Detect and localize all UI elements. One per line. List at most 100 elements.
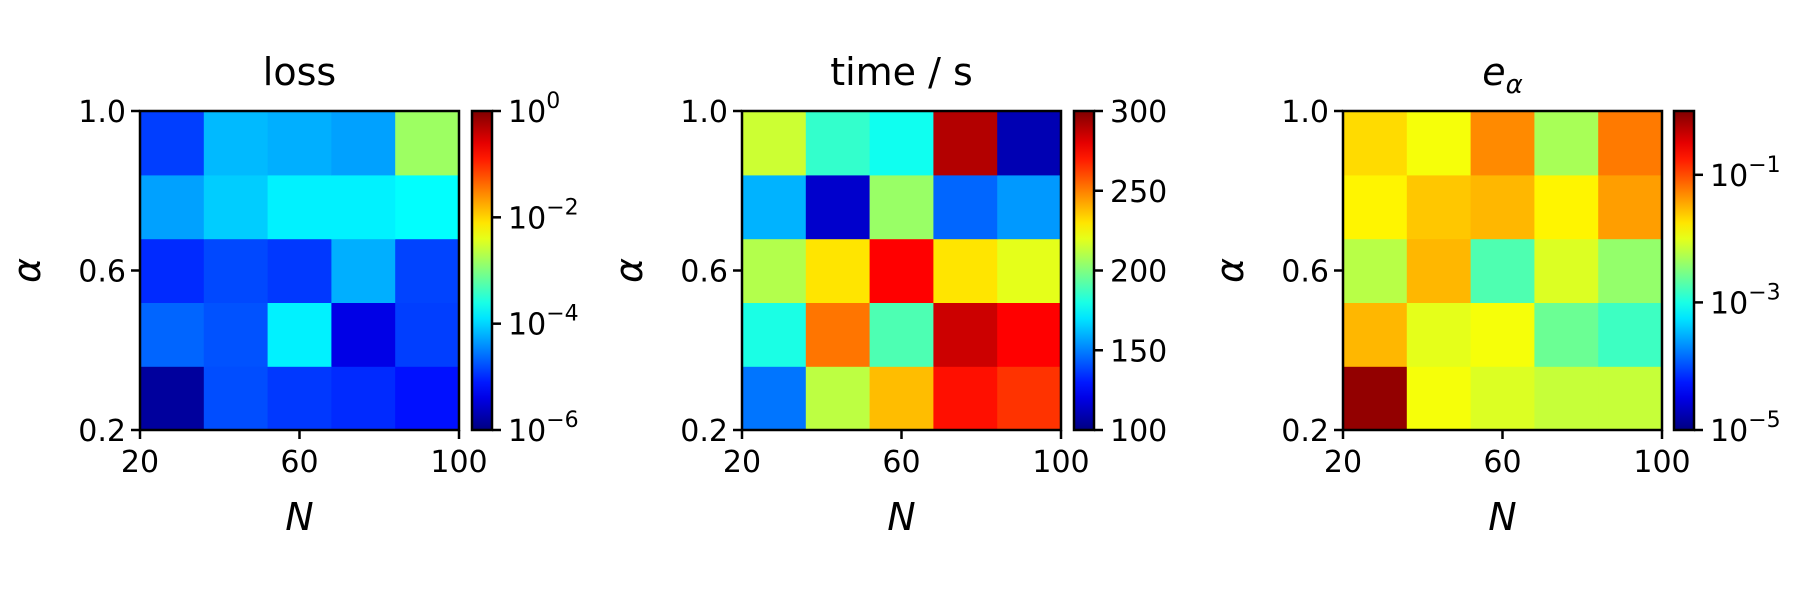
y-tick-label: 1.0: [1281, 95, 1329, 130]
heatmap-cell: [869, 238, 934, 303]
colorbar-tick-base: 10: [508, 308, 546, 343]
y-tick-label: 0.2: [78, 414, 126, 449]
colorbar-tick-base: 10: [1710, 414, 1748, 449]
heatmap-cell: [331, 302, 396, 367]
panel-title-subscript: α: [1506, 70, 1523, 100]
heatmap-cell: [805, 302, 871, 367]
heatmap-cell: [1534, 111, 1599, 176]
heatmap-cell: [267, 174, 332, 240]
heatmap-cell: [869, 366, 934, 431]
heatmap-cell: [1343, 174, 1408, 240]
colorbar-gradient: [1674, 111, 1694, 430]
heatmap-cell: [267, 238, 332, 303]
panel-title: time / s: [830, 50, 973, 94]
colorbar: 10−110−310−5: [1672, 109, 1781, 449]
heatmap-cell: [267, 302, 332, 367]
panel-title: eα: [1482, 50, 1523, 100]
heatmap-cell: [805, 238, 871, 303]
colorbar-tick-label: 150: [1110, 334, 1167, 369]
heatmap-cell: [805, 366, 871, 431]
heatmap-cell: [1598, 302, 1663, 367]
heatmap-cell: [1470, 111, 1535, 176]
y-tick-label: 1.0: [78, 95, 126, 130]
colorbar-tick-base: 10: [1710, 159, 1748, 194]
heatmap-cell: [1343, 302, 1408, 367]
y-tick-label: 0.6: [1281, 255, 1329, 290]
colorbar-tick-exponent: −5: [1748, 408, 1780, 433]
heatmap-cell: [140, 238, 205, 303]
colorbar-tick-label: 10−1: [1710, 153, 1781, 194]
heatmap-cell: [1470, 302, 1535, 367]
heatmap-cell: [1534, 238, 1599, 303]
heatmap-cell: [1406, 111, 1472, 176]
y-axis-label: α: [5, 258, 49, 283]
colorbar-tick-exponent: −6: [546, 408, 578, 433]
heatmap-cell: [869, 302, 934, 367]
colorbar-tick-exponent: −4: [546, 302, 578, 327]
heatmap-cell: [140, 302, 205, 367]
heatmap-cell: [1598, 111, 1663, 176]
heatmap-cell: [742, 238, 807, 303]
x-tick-label: 60: [882, 445, 920, 480]
heatmap-cell: [203, 174, 269, 240]
colorbar-frame: [1672, 109, 1696, 432]
colorbar-tick-label: 10−2: [508, 195, 579, 236]
x-tick-label: 20: [1324, 445, 1362, 480]
heatmap-cell: [805, 174, 871, 240]
heatmap-cell: [1534, 366, 1599, 431]
x-tick-label: 100: [1032, 445, 1089, 480]
y-tick-label: 0.2: [1281, 414, 1329, 449]
heatmap-cell: [395, 366, 460, 431]
heatmap-cell: [742, 302, 807, 367]
heatmap-cell: [1470, 238, 1535, 303]
heatmap-cell: [933, 302, 998, 367]
heatmap-cell: [140, 174, 205, 240]
colorbar-gradient: [1074, 111, 1094, 430]
y-tick-label: 1.0: [680, 95, 728, 130]
y-tick-label: 0.6: [680, 255, 728, 290]
heatmap-cell: [933, 111, 998, 176]
heatmap-cell: [395, 238, 460, 303]
colorbar-tick-label: 10−3: [1710, 280, 1781, 321]
colorbar-frame: [470, 109, 494, 432]
heatmap-cell: [331, 111, 396, 176]
x-tick-label: 60: [1483, 445, 1521, 480]
heatmap-cell: [997, 174, 1062, 240]
heatmap-cell: [331, 238, 396, 303]
colorbar-tick-label: 250: [1110, 175, 1167, 210]
heatmap-cell: [805, 111, 871, 176]
heatmap-cell: [203, 366, 269, 431]
colorbar-tick-label: 10−5: [1710, 408, 1781, 449]
heatmap-cell: [1343, 238, 1408, 303]
heatmap-cell: [140, 366, 205, 431]
colorbar-tick-exponent: −3: [1748, 280, 1780, 305]
colorbar-tick-exponent: 0: [546, 89, 560, 114]
heatmap-cell: [1470, 366, 1535, 431]
colorbar-tick-exponent: −2: [546, 195, 578, 220]
heatmap-cell: [869, 174, 934, 240]
heatmap-cell: [742, 111, 807, 176]
heatmap-cell: [267, 366, 332, 431]
heatmap-cell: [1598, 366, 1663, 431]
heatmap-cell: [267, 111, 332, 176]
heatmap-cell: [203, 302, 269, 367]
colorbar-tick-label: 10−4: [508, 302, 579, 343]
colorbar-tick-base: 10: [508, 414, 546, 449]
x-tick-label: 100: [1633, 445, 1690, 480]
colorbar-tick-base: 10: [508, 95, 546, 130]
colorbar-tick-exponent: −1: [1748, 153, 1780, 178]
heatmap-cell: [933, 174, 998, 240]
panel-title: loss: [263, 50, 336, 94]
heatmap-cell: [1406, 174, 1472, 240]
x-axis-label: N: [1488, 495, 1516, 539]
x-axis-label: N: [285, 495, 313, 539]
heatmap-cell: [742, 174, 807, 240]
y-tick-label: 0.6: [78, 255, 126, 290]
heatmap-cell: [997, 302, 1062, 367]
y-axis-label: α: [607, 258, 651, 283]
heatmap-cell: [1598, 174, 1663, 240]
